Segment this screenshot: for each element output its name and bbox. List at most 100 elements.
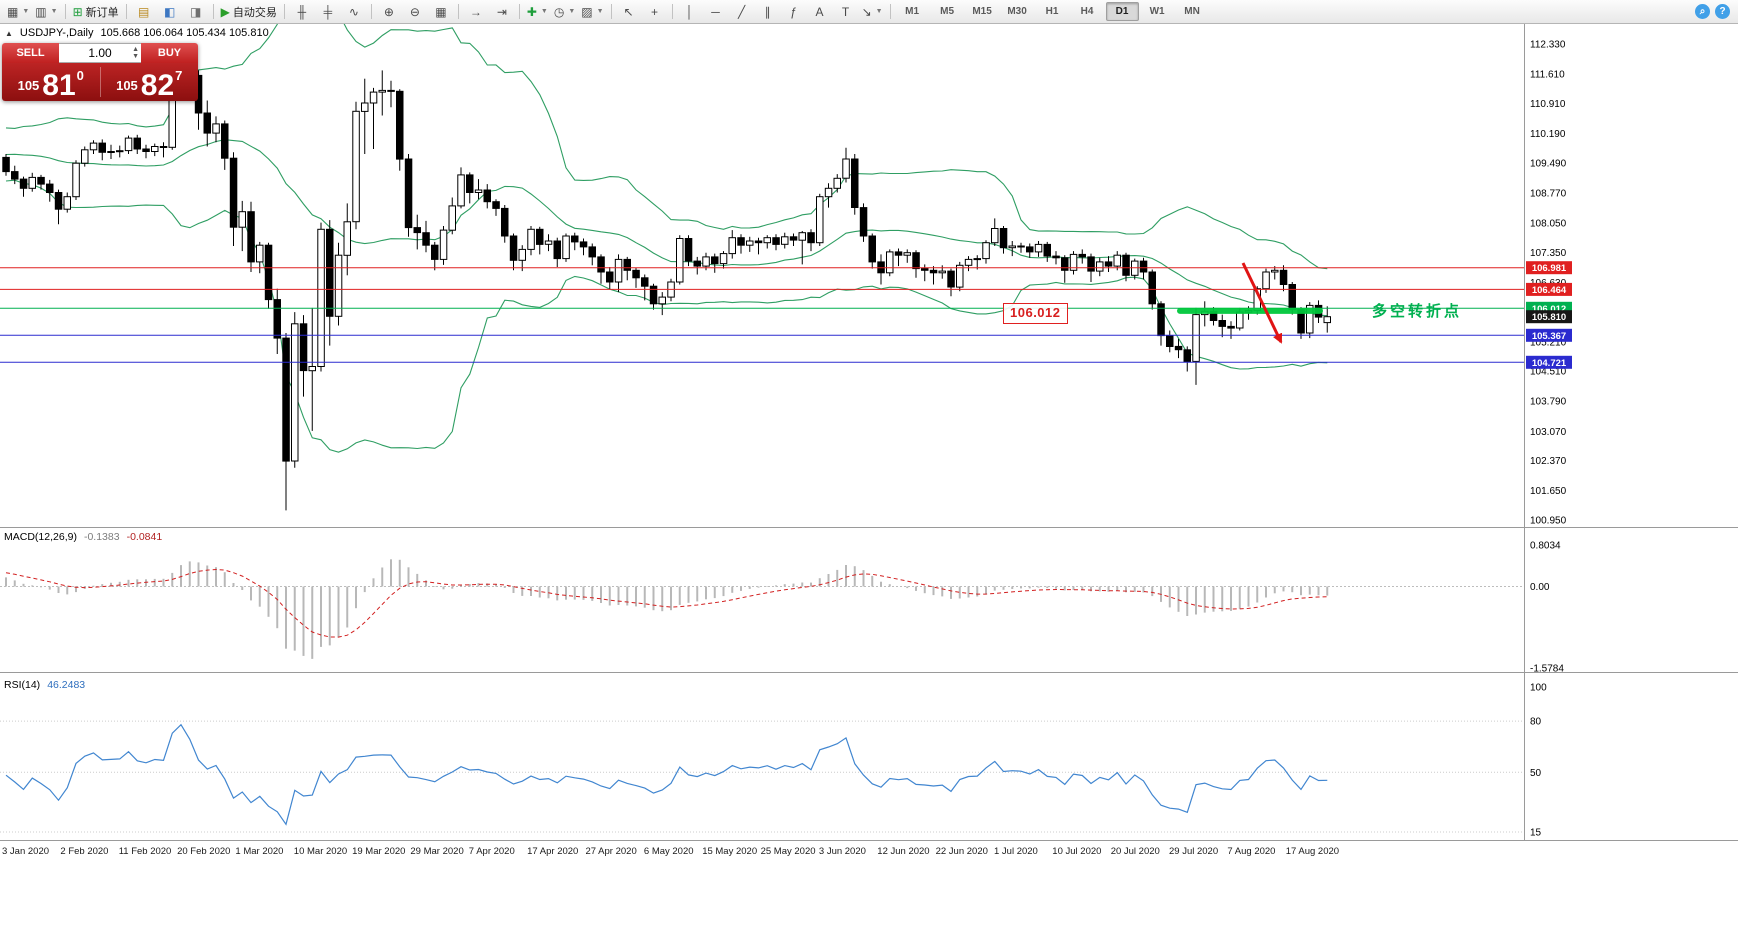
sell-price[interactable]: 105 81 0: [2, 63, 100, 101]
autotrading-button[interactable]: ▶ 自动交易: [218, 2, 280, 22]
line-chart-icon: ∿: [348, 4, 359, 19]
price-axis-label: 108.050: [1530, 219, 1567, 230]
equidistant-channel-button[interactable]: ∥: [755, 2, 781, 22]
volume-up-button[interactable]: ▲: [132, 46, 139, 53]
divider: [99, 67, 101, 97]
indicators-list-button[interactable]: ✚ ▼: [524, 2, 551, 22]
date-label: 20 Feb 2020: [177, 846, 230, 857]
volume-spinner: ▲ ▼: [132, 46, 139, 60]
periods-icon: ◷: [553, 4, 565, 19]
mql5-community-icon[interactable]: ?: [1715, 4, 1730, 19]
bollinger-lower: [5, 179, 1328, 453]
new-order-button[interactable]: ⊞ 新订单: [70, 2, 122, 22]
fibonacci-retracement-button[interactable]: ƒ: [781, 2, 807, 22]
trendline-icon: ╱: [737, 4, 746, 19]
timeframe-m5[interactable]: M5: [940, 6, 955, 17]
timeframe-h1[interactable]: H1: [1045, 6, 1059, 17]
timeframe-d1[interactable]: D1: [1105, 2, 1139, 21]
date-label: 15 May 2020: [702, 846, 757, 857]
tile-windows-icon: ▦: [435, 4, 447, 19]
timeframe-m30[interactable]: M30: [1007, 6, 1027, 17]
date-label: 29 Mar 2020: [410, 846, 463, 857]
templates-button[interactable]: ▨ ▼: [578, 2, 606, 22]
date-label: 6 May 2020: [644, 846, 694, 857]
horizontal-line-icon: ─: [711, 4, 720, 19]
crosshair-button[interactable]: +: [642, 2, 668, 22]
rsi-name: RSI(14): [4, 679, 41, 691]
price-axis-label: 109.490: [1530, 158, 1567, 169]
date-label: 17 Apr 2020: [527, 846, 578, 857]
timeframe-mn[interactable]: MN: [1184, 6, 1200, 17]
periods-button[interactable]: ◷ ▼: [551, 2, 578, 22]
one-click-trading-panel: SELL 1.00 ▲ ▼ BUY 105 81 0 105 82 7: [2, 43, 198, 101]
auto-scroll-button[interactable]: →: [463, 2, 489, 22]
price-axis-label: 110.910: [1530, 99, 1566, 110]
new-chart-button[interactable]: ▦ ▼: [4, 2, 32, 22]
equidistant-channel-icon: ∥: [764, 4, 771, 19]
candlestick-chart-button[interactable]: ╪: [315, 2, 341, 22]
price-level-badge: 105.367: [1526, 328, 1572, 342]
price-axis[interactable]: 112.330 111.610 110.910 110.190 109.490 108.7…: [1526, 40, 1572, 527]
rsi-axis-label: 80: [1530, 717, 1542, 728]
toolbar-separator: [610, 4, 612, 19]
chart-window[interactable]: 112.330 111.610 110.910 110.190 109.490 108.7…: [0, 24, 1738, 943]
svg-text:105.367: 105.367: [1532, 331, 1566, 342]
toolbar: ▦ ▼ ▥ ▼ ⊞ 新订单 ▤ ◧ ◨ ▶ 自动交易 ╫ ╪ ∿ ⊕ ⊖ ▦ → ⇥ ✚ ▼ ◷ ▼ ▨ ▼ ↖ + │ ─ ╱ ∥ ƒ A T ↘…: [0, 0, 1738, 24]
bar-chart-button[interactable]: ╫: [289, 2, 315, 22]
line-chart-button[interactable]: ∿: [341, 2, 367, 22]
timeframe-h4[interactable]: H4: [1080, 6, 1094, 17]
bollinger-bands: [5, 24, 1328, 453]
turning-point-label[interactable]: 多空转折点: [1372, 303, 1463, 320]
price-axis-label: 110.190: [1530, 129, 1566, 140]
volume-field[interactable]: 1.00 ▲ ▼: [59, 43, 141, 63]
svg-text:105.810: 105.810: [1532, 312, 1566, 323]
price-axis-label: 111.610: [1530, 70, 1565, 81]
buy-price-prefix: 105: [116, 78, 138, 93]
sell-button[interactable]: SELL: [2, 43, 59, 63]
trendline-button[interactable]: ╱: [729, 2, 755, 22]
vertical-line-button[interactable]: │: [677, 2, 703, 22]
horizontal-line-button[interactable]: ─: [703, 2, 729, 22]
navigator-button[interactable]: ◨: [183, 2, 209, 22]
ohlc-readout: 105.668 106.064 105.434 105.810: [100, 27, 269, 39]
chart-profiles-button[interactable]: ▥ ▼: [32, 2, 60, 22]
price-axis-label: 104.510: [1530, 367, 1567, 378]
data-window-button[interactable]: ◧: [157, 2, 183, 22]
buy-price-pip: 7: [175, 68, 183, 83]
time-axis[interactable]: 3 Jan 2020 2 Feb 2020 11 Feb 2020 20 Feb 20…: [2, 846, 1339, 857]
zoom-out-button[interactable]: ⊖: [402, 2, 428, 22]
market-watch-button[interactable]: ▤: [131, 2, 157, 22]
macd-axis-label: -1.5784: [1530, 664, 1564, 675]
trade-panel-prices: 105 81 0 105 82 7: [2, 63, 198, 101]
chart-shift-button[interactable]: ⇥: [489, 2, 515, 22]
new-chart-icon: ▦: [7, 4, 19, 19]
rsi-axis-label: 50: [1530, 768, 1542, 779]
date-label: 2 Feb 2020: [60, 846, 108, 857]
cursor-button[interactable]: ↖: [616, 2, 642, 22]
buy-button[interactable]: BUY: [141, 43, 198, 63]
timeframe-w1[interactable]: W1: [1149, 6, 1165, 17]
date-label: 19 Mar 2020: [352, 846, 405, 857]
volume-value: 1.00: [88, 46, 112, 60]
volume-down-button[interactable]: ▼: [132, 53, 139, 60]
price-annotation-box[interactable]: 106.012: [1003, 303, 1068, 324]
chevron-down-icon: ▼: [568, 8, 576, 15]
indicators-list-icon: ✚: [526, 4, 537, 19]
tile-windows-button[interactable]: ▦: [428, 2, 454, 22]
zoom-out-icon: ⊖: [409, 4, 420, 19]
text-button[interactable]: A: [807, 2, 833, 22]
arrow-objects-button[interactable]: ↘ ▼: [859, 2, 886, 22]
search-icon[interactable]: ⌕: [1695, 4, 1710, 19]
timeframe-m1[interactable]: M1: [905, 6, 920, 17]
buy-price[interactable]: 105 82 7: [101, 63, 199, 101]
down-arrow[interactable]: [1241, 262, 1283, 344]
zoom-in-button[interactable]: ⊕: [376, 2, 402, 22]
toolbar-separator: [370, 4, 372, 19]
timeframe-m15[interactable]: M15: [972, 6, 992, 17]
text-label-button[interactable]: T: [833, 2, 859, 22]
date-label: 20 Jul 2020: [1111, 846, 1160, 857]
collapse-icon[interactable]: ▲: [5, 28, 13, 38]
panel-frame: [0, 24, 1738, 841]
symbol-period-label: USDJPY-,Daily: [19, 27, 94, 39]
